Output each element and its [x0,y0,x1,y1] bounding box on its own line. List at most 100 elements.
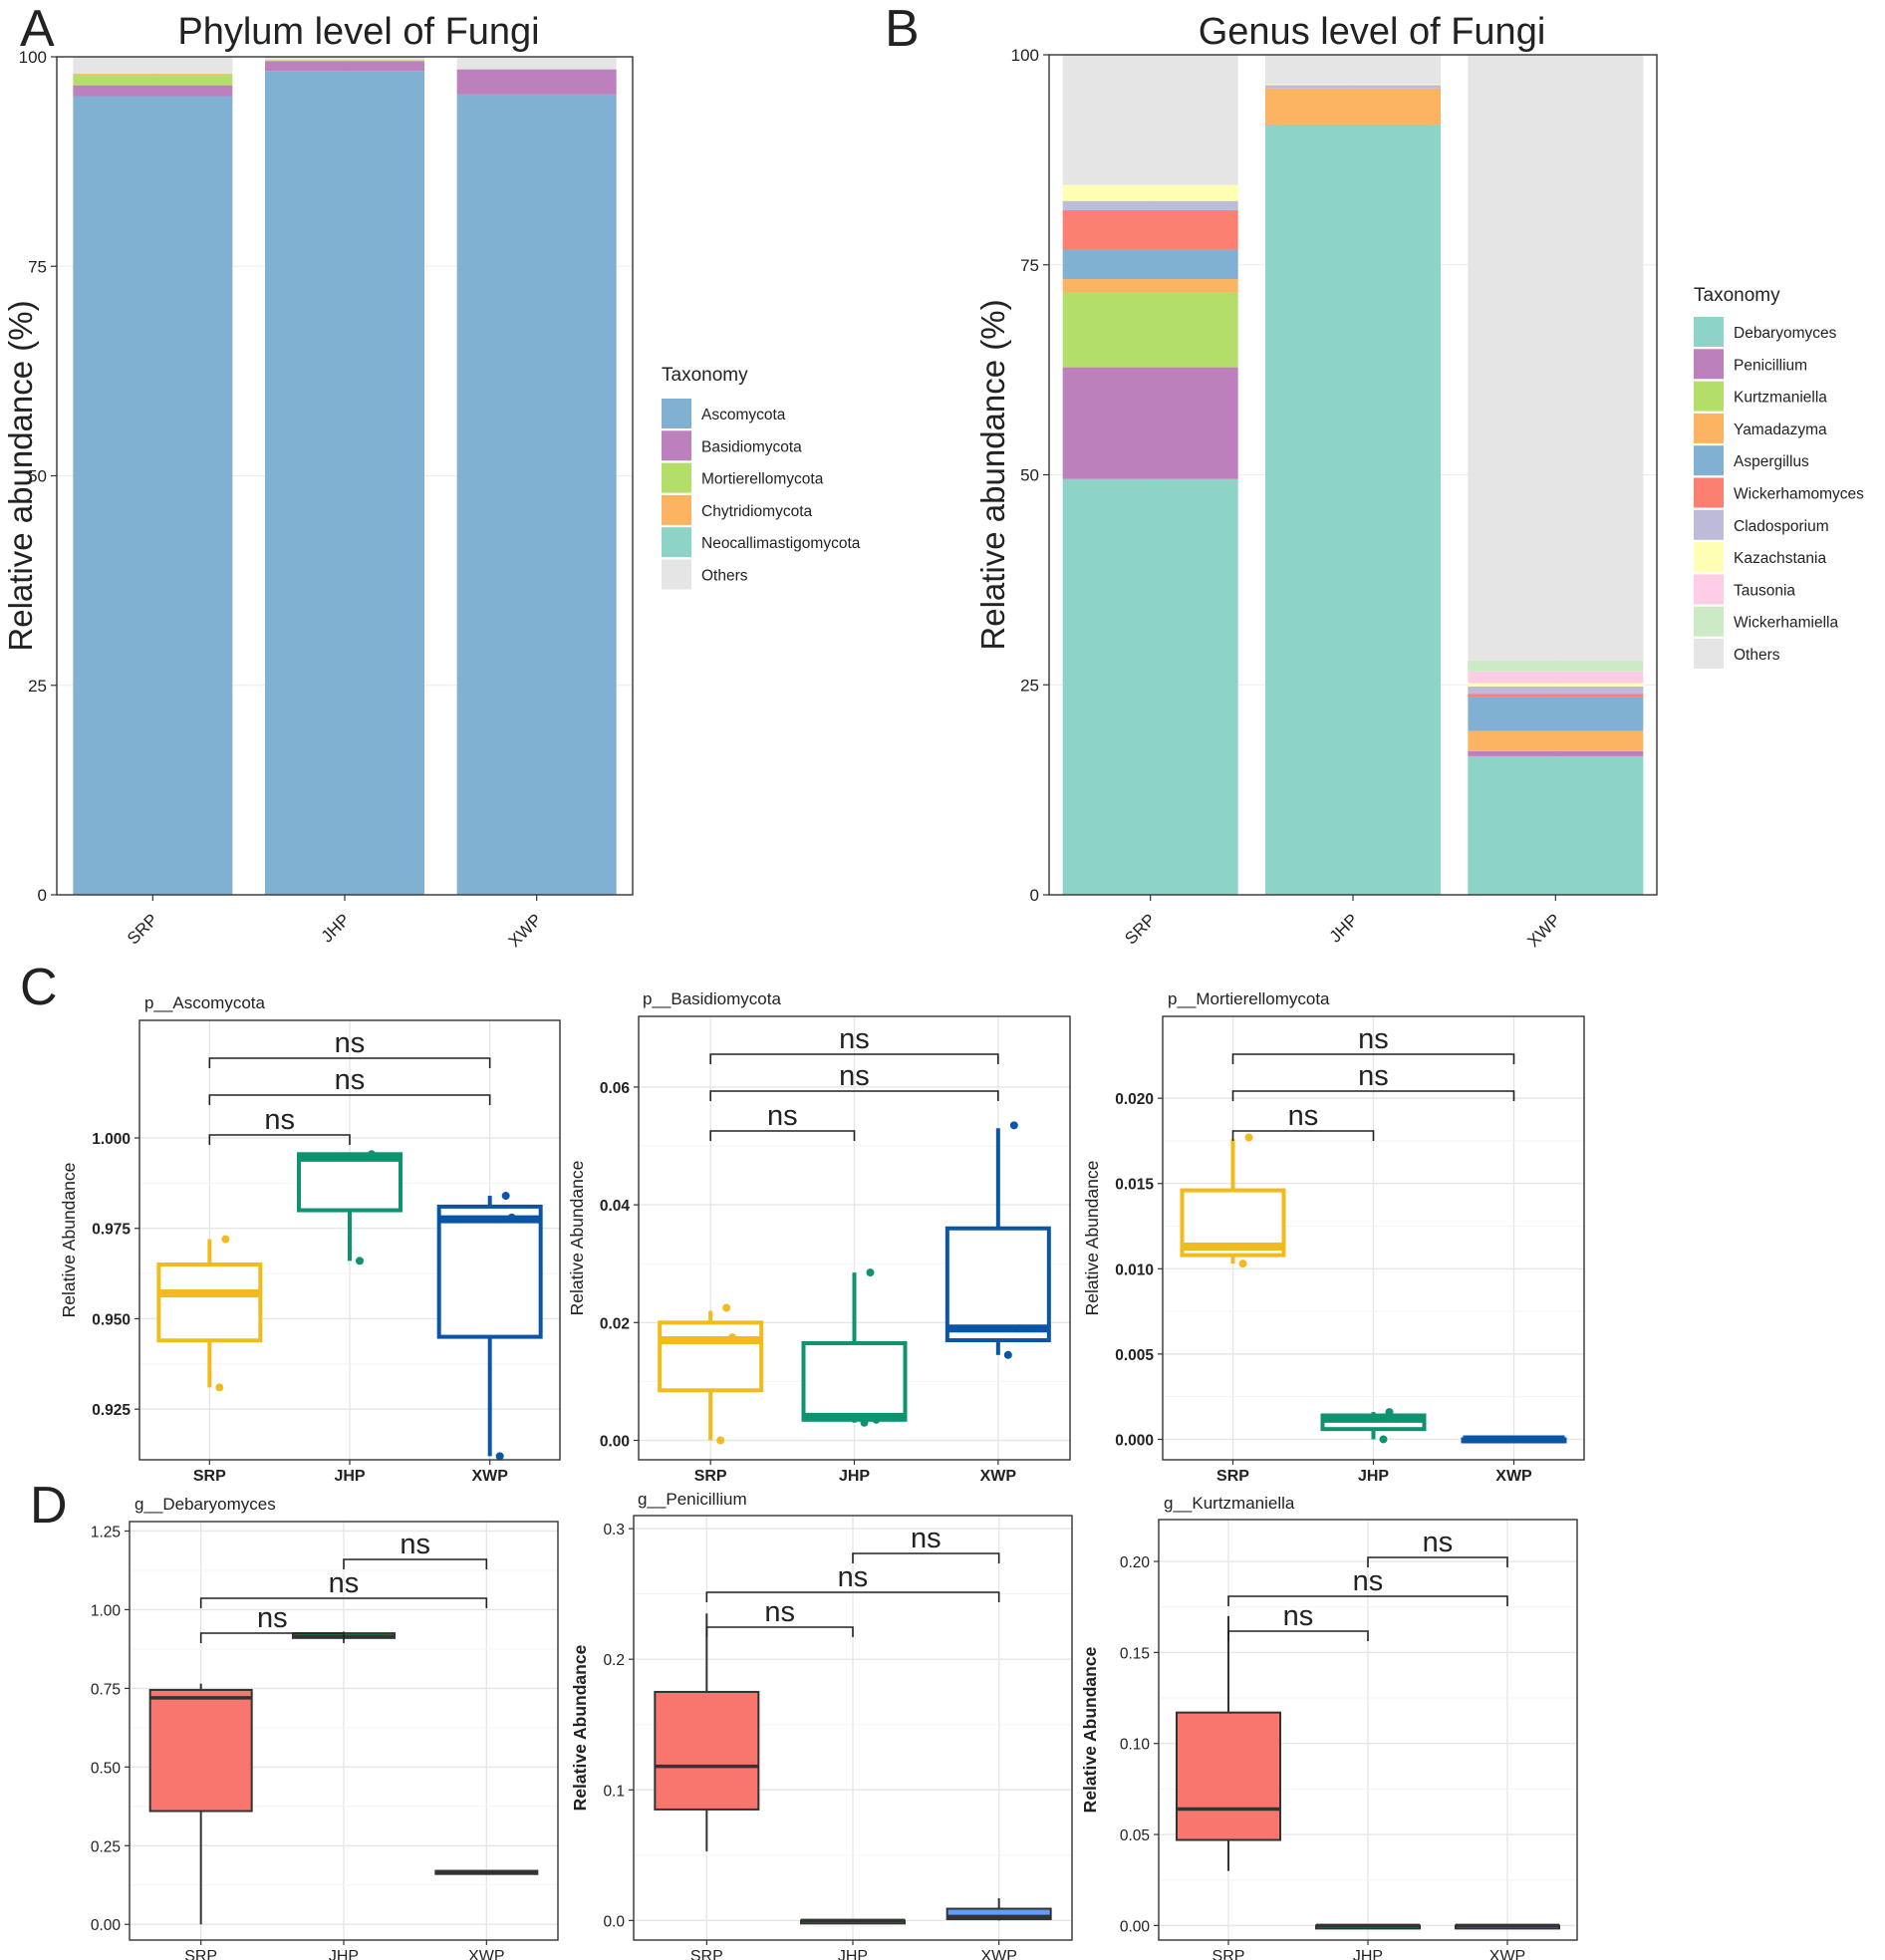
data-point [356,1257,364,1265]
y-tick-label: 75 [1020,256,1039,275]
bar-segment-debaryomyces [1265,124,1441,896]
y-tick-label: 0.05 [1120,1827,1150,1844]
bar-segment-others [265,57,424,61]
chart-title: g__Kurtzmaniella [1164,1494,1295,1513]
bar-segment-ascomycota [456,94,617,896]
panel-label-d: D [30,1477,68,1535]
y-tick-label: 1.25 [91,1524,121,1540]
legend-label-mortierellomycota: Mortierellomycota [701,471,824,488]
significance-bracket [705,1626,854,1637]
legend-swatch-wickerhamomyces [1694,477,1724,508]
legend-swatch-kurtzmaniella [1694,381,1724,412]
significance-label: ns [839,1060,870,1092]
y-tick-label: 25 [28,677,47,696]
y-tick-label: 0.10 [1120,1737,1151,1754]
significance-label: ns [335,1027,366,1059]
x-tick-label: XWP [468,1948,504,1960]
bar-segment-penicillium [1062,367,1238,479]
chart-title: g__Penicillium [638,1490,747,1509]
x-tick-label: SRP [193,1468,226,1485]
significance-label: ns [329,1567,360,1599]
x-tick-label: SRP [124,910,161,948]
significance-label: ns [335,1064,366,1096]
legend-label-others: Others [1734,647,1780,664]
legend-label-debaryomyces: Debaryomyces [1734,325,1837,342]
y-tick-label: 0.020 [1115,1091,1154,1108]
panel-label-b: B [885,0,920,58]
y-tick-label: 0.950 [92,1311,131,1328]
bar-segment-ascomycota [73,96,233,896]
legend-label-chytridiomycota: Chytridiomycota [701,503,812,520]
legend-label-neocallimastigomycota: Neocallimastigomycota [701,535,861,552]
y-axis-label: Relative Abundance [567,1161,587,1316]
y-tick-label: 0.06 [600,1080,631,1097]
bar-segment-ascomycota [265,71,424,895]
x-tick-label: JHP [1326,910,1362,946]
x-tick-label: XWP [505,910,546,951]
bar-segment-others [1265,55,1441,85]
data-point [507,1213,516,1222]
x-tick-label: SRP [1121,910,1159,948]
x-tick-label: SRP [694,1468,727,1485]
y-tick-label: 0.005 [1115,1347,1154,1364]
y-tick-label: 0.15 [1120,1645,1150,1662]
significance-label: ns [911,1523,942,1554]
bar-segment-others [456,57,617,70]
x-tick-label: JHP [334,1468,365,1485]
box-xwp [944,1226,1051,1343]
y-tick-label: 0.04 [600,1198,631,1215]
significance-bracket [199,1597,488,1608]
bar-segment-yamadazyma [1265,88,1441,125]
data-point [215,1383,224,1392]
bar-segment-wickerhamiella [1468,660,1644,672]
significance-label: ns [1288,1100,1319,1132]
x-tick-label: XWP [471,1468,508,1485]
bar-segment-aspergillus [1062,249,1238,280]
x-tick-label: JHP [839,1468,870,1485]
box-jhp [801,1340,908,1422]
y-tick-label: 75 [28,257,47,276]
data-point [866,1268,875,1277]
significance-bracket [709,1053,999,1064]
chart-title: p__Mortierellomycota [1168,989,1330,1008]
legend-swatch-tausonia [1694,574,1724,605]
data-point [1009,1121,1018,1130]
legend-swatch-chytridiomycota [662,494,691,525]
y-tick-label: 1.00 [91,1602,122,1619]
legend-swatch-wickerhamiella [1694,606,1724,637]
significance-label: ns [264,1104,295,1136]
box-chart-D1: ns ns ns SRP JHP XWP 0.00 0.25 0.50 0.75 1.00 1.25 g… [91,1495,559,1960]
legend-label-yamadazyma: Yamadazyma [1734,421,1827,438]
bar-segment-basidiomycota [73,85,233,97]
x-tick-label: JHP [318,910,354,946]
data-point [860,1418,869,1427]
data-point [1238,1260,1247,1268]
data-point [1379,1435,1388,1444]
y-tick-label: 0.00 [1120,1918,1151,1935]
bar-chart-A: SRP JHP XWP 0 25 50 75 100 Phylum level of Fungi… [2,11,861,951]
panel-label-a: A [20,0,55,58]
legend-swatch-cladosporium [1694,509,1724,540]
legend-label-tausonia: Tausonia [1734,582,1795,599]
significance-label: ns [1353,1565,1384,1597]
bar-segment-wickerhamomyces [1468,694,1644,698]
x-tick-label: XWP [1495,1468,1532,1485]
significance-bracket [1227,1595,1508,1606]
x-tick-label: XWP [1489,1948,1525,1960]
y-axis-label: Relative Abundance [1080,1646,1100,1813]
significance-bracket [208,1057,491,1068]
x-tick-label: JHP [329,1948,359,1960]
x-tick-label: XWP [980,1948,1016,1960]
data-point [722,1303,731,1312]
chart-title: Phylum level of Fungi [177,11,539,53]
legend-swatch-neocallimastigomycota [662,527,691,558]
y-tick-label: 0.925 [92,1402,131,1419]
bar-segment-others [1468,55,1644,661]
y-tick-label: 0.75 [91,1681,121,1698]
data-point [716,1436,725,1445]
y-tick-label: 50 [1020,466,1039,485]
box-srp [148,1688,253,1813]
significance-bracket [1231,1130,1375,1141]
data-point [221,1235,230,1244]
